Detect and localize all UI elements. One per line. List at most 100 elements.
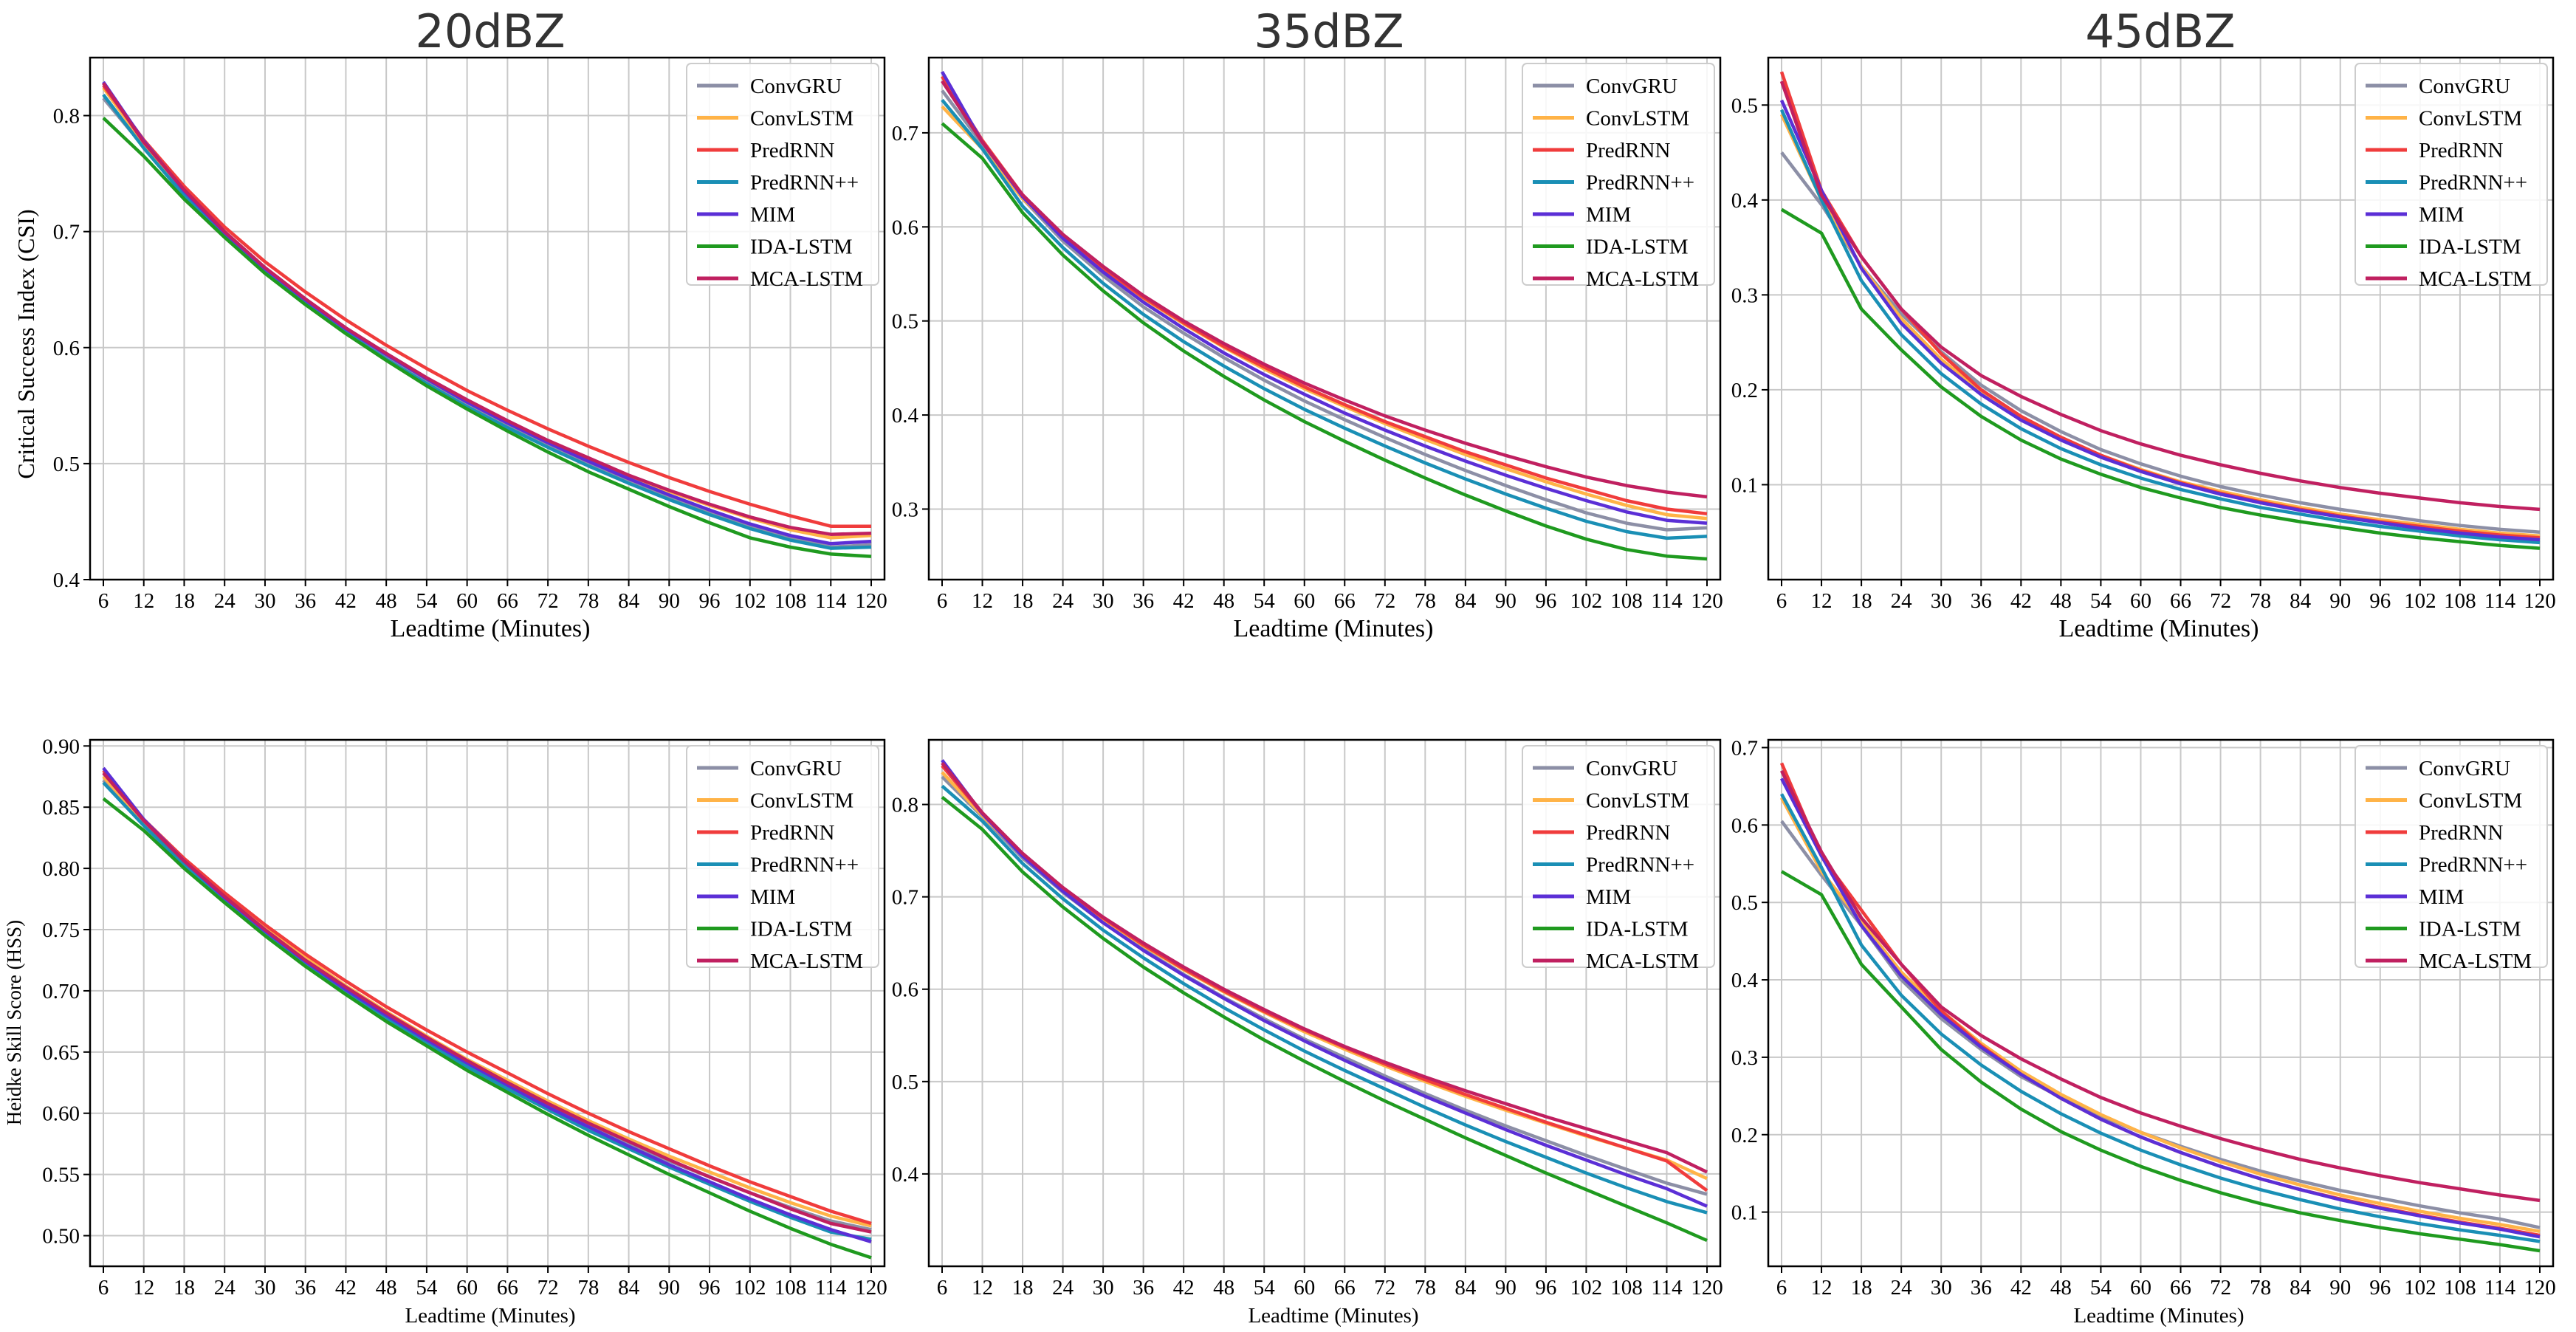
x-tick-label: 30 [1931, 1276, 1952, 1300]
x-tick-label: 48 [2050, 589, 2072, 613]
x-tick-label: 84 [1454, 589, 1477, 613]
x-axis-label: Leadtime (Minutes) [2073, 1304, 2244, 1328]
x-tick-label: 78 [1415, 589, 1436, 613]
series-lines [102, 766, 872, 1260]
axes-frame [89, 56, 886, 581]
legend-label: ConvLSTM [750, 107, 853, 131]
y-tick-label: 0.7 [1731, 736, 1758, 760]
legend-label: PredRNN++ [2419, 854, 2527, 877]
legend-label: IDA-LSTM [750, 236, 853, 259]
series-line-mca-lstm [941, 761, 1708, 1174]
x-tick-label: 96 [2369, 589, 2391, 613]
x-tick-label: 60 [1294, 589, 1315, 613]
x-axis-label: Leadtime (Minutes) [405, 1304, 575, 1328]
x-tick-label: 114 [2484, 589, 2516, 613]
series-line-ida-lstm [1780, 207, 2541, 550]
x-tick-label: 30 [254, 589, 275, 613]
y-tick-label: 0.5 [53, 453, 80, 476]
legend-label: MIM [1586, 203, 1631, 227]
y-tick-label: 0.8 [53, 105, 80, 128]
series-line-mim [941, 70, 1708, 525]
x-tick-label: 42 [2010, 589, 2032, 613]
series-line-mim [941, 759, 1708, 1208]
x-tick-label: 30 [1093, 589, 1114, 613]
x-tick-label: 120 [1691, 1276, 1723, 1300]
y-tick-label: 0.4 [1731, 969, 1759, 992]
legend-label: ConvLSTM [2419, 789, 2522, 813]
x-tick-label: 90 [1495, 1276, 1517, 1300]
x-tick-label: 90 [2329, 1276, 2351, 1300]
panel-title: 20dBZ [415, 4, 565, 58]
x-tick-label: 6 [937, 589, 948, 613]
x-tick-label: 120 [855, 1276, 887, 1300]
y-tick-label: 0.55 [42, 1164, 80, 1187]
series-line-ida-lstm [1780, 870, 2541, 1253]
legend-label: ConvGRU [2419, 75, 2510, 98]
y-tick-label: 0.4 [1731, 189, 1759, 213]
x-tick-label: 120 [2524, 589, 2556, 613]
legend-label: PredRNN++ [2419, 171, 2527, 195]
x-tick-label: 18 [1851, 589, 1872, 613]
legend-label: ConvGRU [750, 75, 842, 98]
x-tick-label: 36 [1971, 589, 1992, 613]
x-tick-label: 66 [2170, 589, 2191, 613]
x-tick-label: 54 [2090, 1276, 2112, 1300]
y-tick-label: 0.4 [892, 1163, 919, 1187]
series-line-convlstm [1780, 797, 2541, 1234]
series-line-predrnnpp [1780, 793, 2541, 1243]
x-tick-label: 108 [2444, 1276, 2476, 1300]
legend-label: ConvGRU [750, 757, 842, 780]
y-tick-label: 0.75 [42, 919, 80, 942]
x-tick-label: 72 [537, 589, 559, 613]
panel-csi-45dbz: 45dBZ Leadtime (Minutes) 6 12 18 24 30 36 42 48… [1731, 4, 2556, 642]
x-tick-label: 78 [577, 1276, 599, 1300]
x-tick-label: 42 [335, 1276, 357, 1300]
y-tick-label: 0.6 [892, 216, 918, 239]
x-tick-label: 30 [254, 1276, 275, 1300]
series-lines [941, 70, 1708, 561]
legend-label: MIM [750, 203, 795, 227]
x-tick-label: 78 [1415, 1276, 1436, 1300]
legend-label: ConvLSTM [1586, 789, 1689, 813]
series-line-ida-lstm [102, 117, 872, 558]
legend-label: MIM [1586, 885, 1631, 909]
x-tick-label: 48 [376, 589, 397, 613]
y-tick-label: 0.7 [892, 886, 918, 910]
x-tick-label: 102 [2404, 589, 2436, 613]
x-tick-label: 120 [855, 589, 887, 613]
y-tick-label: 0.8 [892, 794, 918, 817]
x-tick-label: 96 [699, 589, 721, 613]
x-axis-label: Leadtime (Minutes) [1248, 1304, 1418, 1328]
x-tick-label: 24 [1052, 1276, 1074, 1300]
legend-label: PredRNN [1586, 139, 1670, 162]
x-tick-label: 78 [2250, 1276, 2271, 1300]
series-line-mca-lstm [1779, 80, 2541, 512]
legend: ConvGRU ConvLSTM PredRNN PredRNN++ MIM IDA-LS… [1522, 63, 1715, 291]
panel-hss-45dbz: Leadtime (Minutes) 6 12 18 24 30 36 42 48 54 60 66… [1731, 736, 2556, 1328]
x-tick-label: 60 [456, 589, 478, 613]
x-tick-label: 90 [659, 589, 680, 613]
x-tick-label: 54 [2090, 589, 2112, 613]
x-tick-label: 90 [2329, 589, 2351, 613]
legend: ConvGRU ConvLSTM PredRNN PredRNN++ MIM IDA-LS… [1522, 745, 1715, 973]
y-tick-label: 0.3 [1731, 284, 1758, 307]
series-lines [1779, 762, 2541, 1253]
series-line-mim [1779, 99, 2541, 542]
y-tick-label: 0.65 [42, 1041, 80, 1065]
x-tick-label: 78 [577, 589, 599, 613]
x-tick-label: 42 [1173, 589, 1195, 613]
series-line-predrnnpp [941, 98, 1708, 540]
series-line-predrnn [102, 84, 871, 528]
y-tick-label: 0.70 [42, 980, 80, 1003]
y-tick-label: 0.5 [1731, 891, 1758, 915]
x-tick-label: 54 [416, 1276, 438, 1300]
series-line-predrnnpp [941, 784, 1708, 1215]
legend-label: MIM [2419, 203, 2464, 227]
x-tick-label: 42 [335, 589, 357, 613]
panel-title: 35dBZ [1254, 4, 1404, 58]
x-tick-label: 6 [937, 1276, 948, 1300]
x-tick-label: 72 [537, 1276, 559, 1300]
x-tick-label: 48 [1213, 589, 1234, 613]
legend-label: PredRNN++ [750, 171, 859, 195]
legend-label: MCA-LSTM [2419, 950, 2532, 973]
